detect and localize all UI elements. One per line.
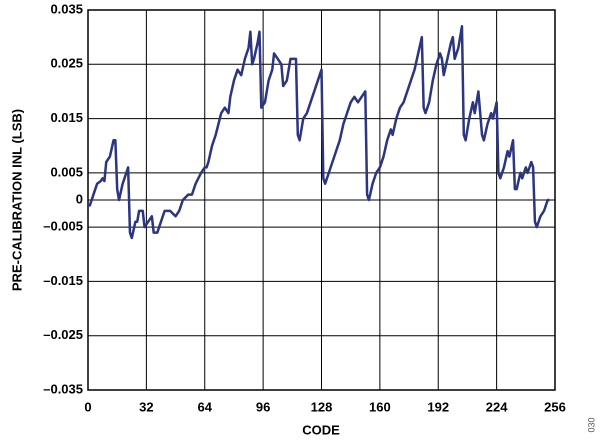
y-tick-label: 0 [76,191,83,206]
y-tick-label: 0.015 [50,110,83,125]
figure-id: 030 [586,417,596,432]
y-tick-label: –0.035 [43,381,83,396]
y-tick-label: 0.035 [50,1,83,16]
x-tick-label: 160 [369,399,391,414]
data-line [88,25,550,240]
x-tick-label: 0 [84,399,91,414]
y-tick-label: 0.005 [50,164,83,179]
plot-frame [87,9,556,391]
x-tick-label: 96 [256,399,270,414]
x-tick-label: 256 [544,399,566,414]
x-tick-label: 128 [311,399,333,414]
x-tick-label: 224 [486,399,508,414]
x-tick-label: 192 [427,399,449,414]
y-tick-label: –0.005 [43,219,83,234]
x-tick-label: 32 [139,399,153,414]
y-tick-label: –0.025 [43,327,83,342]
y-tick-label: –0.015 [43,273,83,288]
x-axis-title: CODE [302,422,340,437]
x-tick-label: 64 [198,399,213,414]
y-tick-label: 0.025 [50,56,83,71]
y-axis-title: PRE-CALIBRATION INL (LSB) [9,109,24,291]
